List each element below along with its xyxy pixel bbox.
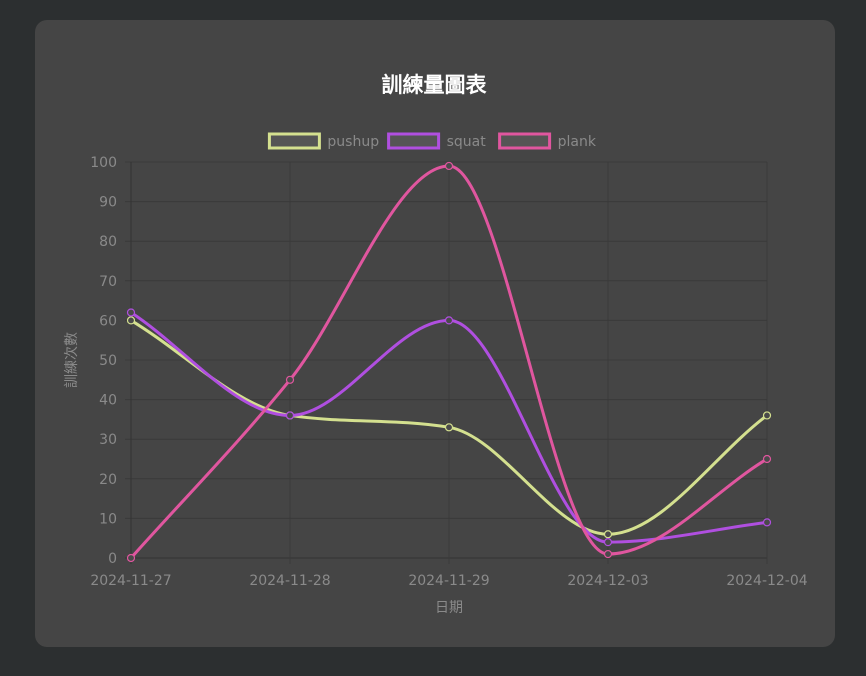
y-tick-label: 40 bbox=[99, 393, 117, 409]
y-tick-label: 60 bbox=[99, 313, 117, 329]
data-point-plank[interactable] bbox=[444, 161, 454, 171]
y-tick-label: 70 bbox=[99, 274, 117, 290]
series-squat bbox=[126, 308, 772, 547]
legend-swatch bbox=[387, 132, 441, 150]
legend-label: squat bbox=[447, 134, 487, 150]
y-tick-label: 80 bbox=[99, 234, 117, 250]
legend-swatch bbox=[267, 132, 321, 150]
x-tick-label: 2024-11-29 bbox=[408, 573, 489, 589]
y-tick-label: 10 bbox=[99, 511, 117, 527]
x-axis-label: 日期 bbox=[435, 600, 463, 616]
data-point-pushup[interactable] bbox=[603, 530, 613, 539]
data-point-squat[interactable] bbox=[126, 308, 136, 317]
series-plank bbox=[126, 161, 772, 563]
data-point-plank[interactable] bbox=[285, 375, 295, 384]
y-tick-label: 30 bbox=[99, 432, 117, 448]
legend-label: pushup bbox=[327, 134, 379, 150]
series-line-pushup bbox=[130, 319, 768, 536]
x-tick-label: 2024-11-27 bbox=[90, 573, 171, 589]
data-point-squat[interactable] bbox=[285, 411, 295, 420]
legend-swatch bbox=[498, 132, 552, 150]
legend-item-pushup[interactable]: pushup bbox=[267, 132, 379, 150]
data-point-squat[interactable] bbox=[762, 518, 772, 527]
y-tick-label: 100 bbox=[90, 155, 117, 171]
y-tick-label: 50 bbox=[99, 353, 117, 369]
grid bbox=[125, 161, 768, 564]
data-point-pushup[interactable] bbox=[444, 423, 454, 432]
series-line-plank bbox=[129, 164, 768, 559]
y-tick-label: 20 bbox=[99, 472, 117, 488]
chart-title: 訓練量圖表 bbox=[382, 73, 488, 97]
data-point-plank[interactable] bbox=[603, 549, 613, 559]
chart-card bbox=[35, 20, 835, 647]
legend-label: plank bbox=[558, 134, 597, 150]
data-point-plank[interactable] bbox=[762, 454, 772, 464]
data-point-squat[interactable] bbox=[444, 316, 454, 325]
x-tick-label: 2024-12-03 bbox=[567, 573, 648, 589]
x-tick-labels: 2024-11-27 2024-11-28 2024-11-29 2024-12-03… bbox=[90, 573, 807, 589]
series-group bbox=[126, 161, 772, 563]
data-point-plank[interactable] bbox=[126, 553, 136, 563]
x-tick-label: 2024-11-28 bbox=[249, 573, 330, 589]
legend-item-plank[interactable]: plank bbox=[498, 132, 597, 150]
legend[interactable]: pushup squat plank bbox=[267, 132, 597, 150]
data-point-pushup[interactable] bbox=[126, 316, 136, 325]
y-axis-label: 訓練次數 bbox=[64, 332, 80, 388]
data-point-pushup[interactable] bbox=[762, 411, 772, 420]
data-point-squat[interactable] bbox=[603, 538, 613, 547]
y-tick-labels: 0 10 20 30 40 50 60 70 80 90 100 bbox=[90, 155, 117, 567]
x-tick-label: 2024-12-04 bbox=[726, 573, 807, 589]
y-tick-label: 0 bbox=[108, 551, 117, 567]
legend-item-squat[interactable]: squat bbox=[387, 132, 487, 150]
y-tick-label: 90 bbox=[99, 195, 117, 211]
